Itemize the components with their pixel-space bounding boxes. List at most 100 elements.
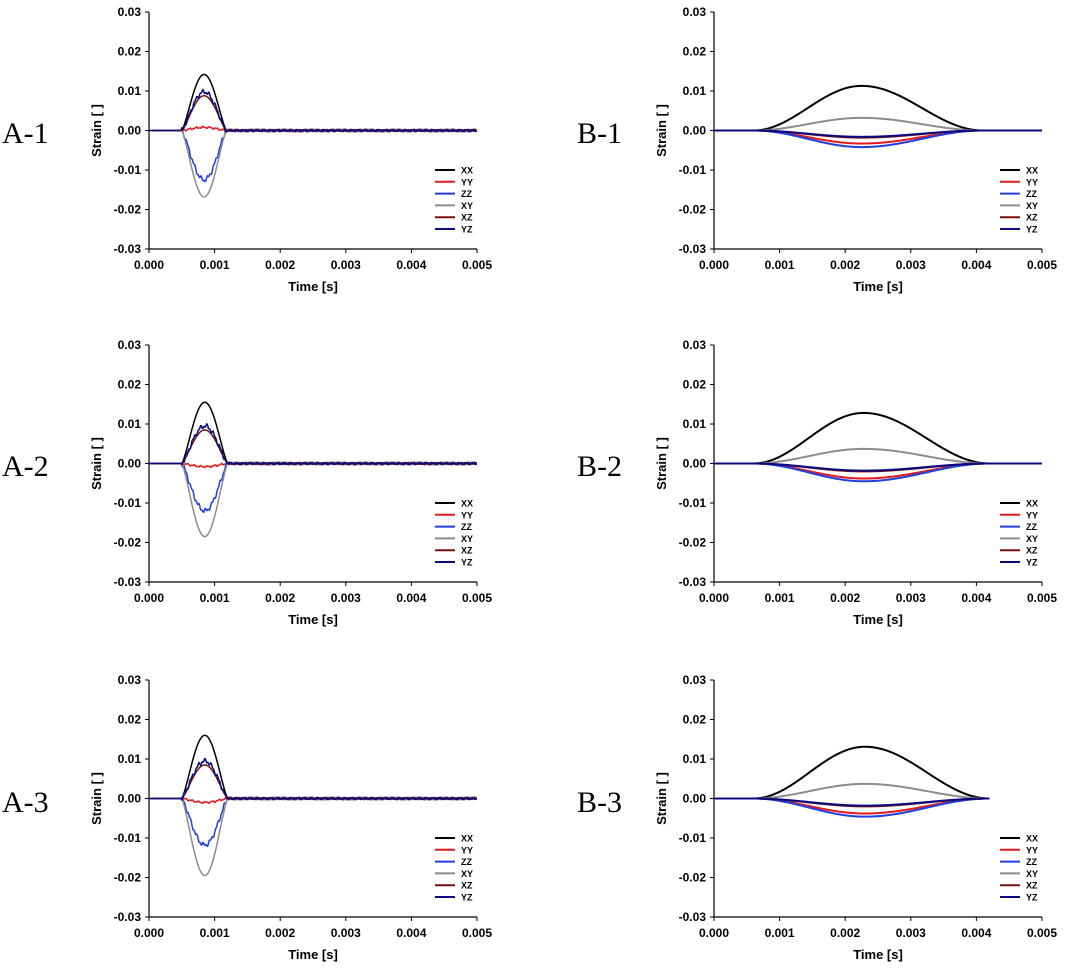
- x-axis-title: Time [s]: [853, 947, 903, 962]
- legend-label: ZZ: [461, 189, 472, 199]
- legend-label: ZZ: [1026, 857, 1037, 867]
- x-tick-label: 0.005: [1027, 591, 1057, 605]
- x-axis-title: Time [s]: [288, 612, 338, 627]
- x-tick-label: 0.003: [896, 926, 926, 940]
- legend-label: XX: [461, 499, 473, 509]
- x-tick-label: 0.004: [961, 258, 991, 272]
- legend-label: YY: [461, 177, 473, 187]
- y-tick-label: -0.02: [114, 203, 142, 217]
- legend-label: XZ: [461, 881, 473, 891]
- series-line-xy: [714, 447, 1042, 465]
- series-line-yz: [149, 757, 477, 801]
- y-tick-label: 0.01: [118, 84, 142, 98]
- legend-label: ZZ: [461, 857, 472, 867]
- legend-label: XY: [461, 534, 473, 544]
- legend-label: YZ: [461, 225, 473, 235]
- series-line-yz: [714, 797, 990, 807]
- x-tick-label: 0.005: [462, 926, 492, 940]
- x-tick-label: 0.004: [396, 258, 426, 272]
- x-tick-label: 0.004: [961, 591, 991, 605]
- legend-label: XY: [461, 201, 473, 211]
- x-tick-label: 0.000: [699, 258, 729, 272]
- x-tick-label: 0.003: [896, 258, 926, 272]
- series-line-xx: [714, 84, 1042, 132]
- x-tick-label: 0.003: [331, 926, 361, 940]
- y-axis-title: Strain [ ]: [89, 772, 104, 825]
- x-tick-label: 0.001: [765, 926, 795, 940]
- y-axis-title: Strain [ ]: [89, 104, 104, 157]
- chart-b-3: B-3 0.03 0.02 0.01 0.00 -0.01 -0.02 -0.03 0.000 0…: [577, 673, 1057, 962]
- legend-label: XX: [461, 834, 473, 844]
- y-tick-label: 0.01: [118, 417, 142, 431]
- y-axis-title: Strain [ ]: [654, 437, 669, 490]
- x-tick-label: 0.003: [331, 591, 361, 605]
- x-tick-label: 0.000: [699, 926, 729, 940]
- y-tick-label: -0.03: [114, 575, 142, 589]
- chart-a-1: A-1 0.03 0.02 0.01 0.00 -0.01 -0.02 -0.03 0.000 0…: [2, 5, 492, 294]
- legend-label: XX: [1026, 834, 1038, 844]
- x-tick-label: 0.001: [200, 926, 230, 940]
- series-line-xy: [149, 461, 477, 538]
- legend-label: XX: [461, 166, 473, 176]
- y-tick-label: -0.01: [114, 496, 142, 510]
- panel-label: A-1: [2, 117, 49, 150]
- y-tick-label: -0.02: [679, 871, 707, 885]
- x-tick-label: 0.000: [134, 591, 164, 605]
- x-tick-label: 0.004: [396, 591, 426, 605]
- y-tick-label: -0.01: [114, 163, 142, 177]
- y-tick-label: 0.00: [683, 124, 707, 138]
- y-tick-label: 0.02: [118, 713, 142, 727]
- chart-a-2: A-2 0.03 0.02 0.01 0.00 -0.01 -0.02 -0.03 0.000 0…: [2, 338, 492, 627]
- series-line-xx: [149, 73, 477, 133]
- y-tick-label: 0.02: [118, 378, 142, 392]
- panel-label: B-1: [577, 117, 622, 150]
- x-tick-label: 0.002: [265, 258, 295, 272]
- x-tick-label: 0.005: [1027, 926, 1057, 940]
- legend-label: YZ: [461, 893, 473, 903]
- legend-label: XY: [1026, 534, 1038, 544]
- legend-label: YY: [1026, 845, 1038, 855]
- legend-label: XZ: [1026, 546, 1038, 556]
- x-tick-label: 0.005: [1027, 258, 1057, 272]
- legend-label: YY: [1026, 177, 1038, 187]
- x-axis-title: Time [s]: [853, 279, 903, 294]
- x-tick-label: 0.000: [134, 258, 164, 272]
- legend-label: YY: [461, 510, 473, 520]
- x-tick-label: 0.002: [830, 926, 860, 940]
- y-tick-label: -0.03: [679, 575, 707, 589]
- series-line-xx: [149, 734, 477, 801]
- y-tick-label: 0.00: [118, 792, 142, 806]
- x-axis-title: Time [s]: [288, 279, 338, 294]
- series-line-zz: [149, 128, 477, 183]
- legend-label: ZZ: [461, 522, 472, 532]
- y-tick-label: -0.03: [114, 242, 142, 256]
- series-line-xz: [149, 429, 477, 466]
- legend-label: ZZ: [1026, 189, 1037, 199]
- y-tick-label: 0.02: [118, 45, 142, 59]
- y-tick-label: 0.03: [118, 5, 142, 19]
- y-tick-label: -0.02: [114, 871, 142, 885]
- y-tick-label: 0.00: [118, 457, 142, 471]
- y-axis-title: Strain [ ]: [654, 772, 669, 825]
- x-tick-label: 0.001: [200, 591, 230, 605]
- series-line-xx: [714, 745, 990, 800]
- x-tick-label: 0.001: [765, 591, 795, 605]
- x-tick-label: 0.003: [896, 591, 926, 605]
- x-tick-label: 0.002: [265, 926, 295, 940]
- y-tick-label: 0.03: [118, 338, 142, 352]
- y-tick-label: 0.02: [683, 378, 707, 392]
- panel-label: A-3: [2, 786, 49, 819]
- x-tick-label: 0.003: [331, 258, 361, 272]
- panel-label: B-2: [577, 450, 622, 483]
- legend-label: XY: [461, 869, 473, 879]
- x-tick-label: 0.005: [462, 591, 492, 605]
- chart-b-2: B-2 0.03 0.02 0.01 0.00 -0.01 -0.02 -0.03 0.000 0…: [577, 338, 1057, 627]
- y-tick-label: -0.02: [679, 203, 707, 217]
- x-tick-label: 0.002: [830, 591, 860, 605]
- legend-label: XZ: [461, 213, 473, 223]
- y-tick-label: -0.03: [679, 242, 707, 256]
- y-tick-label: -0.02: [114, 536, 142, 550]
- y-tick-label: 0.01: [683, 84, 707, 98]
- y-tick-label: -0.03: [679, 910, 707, 924]
